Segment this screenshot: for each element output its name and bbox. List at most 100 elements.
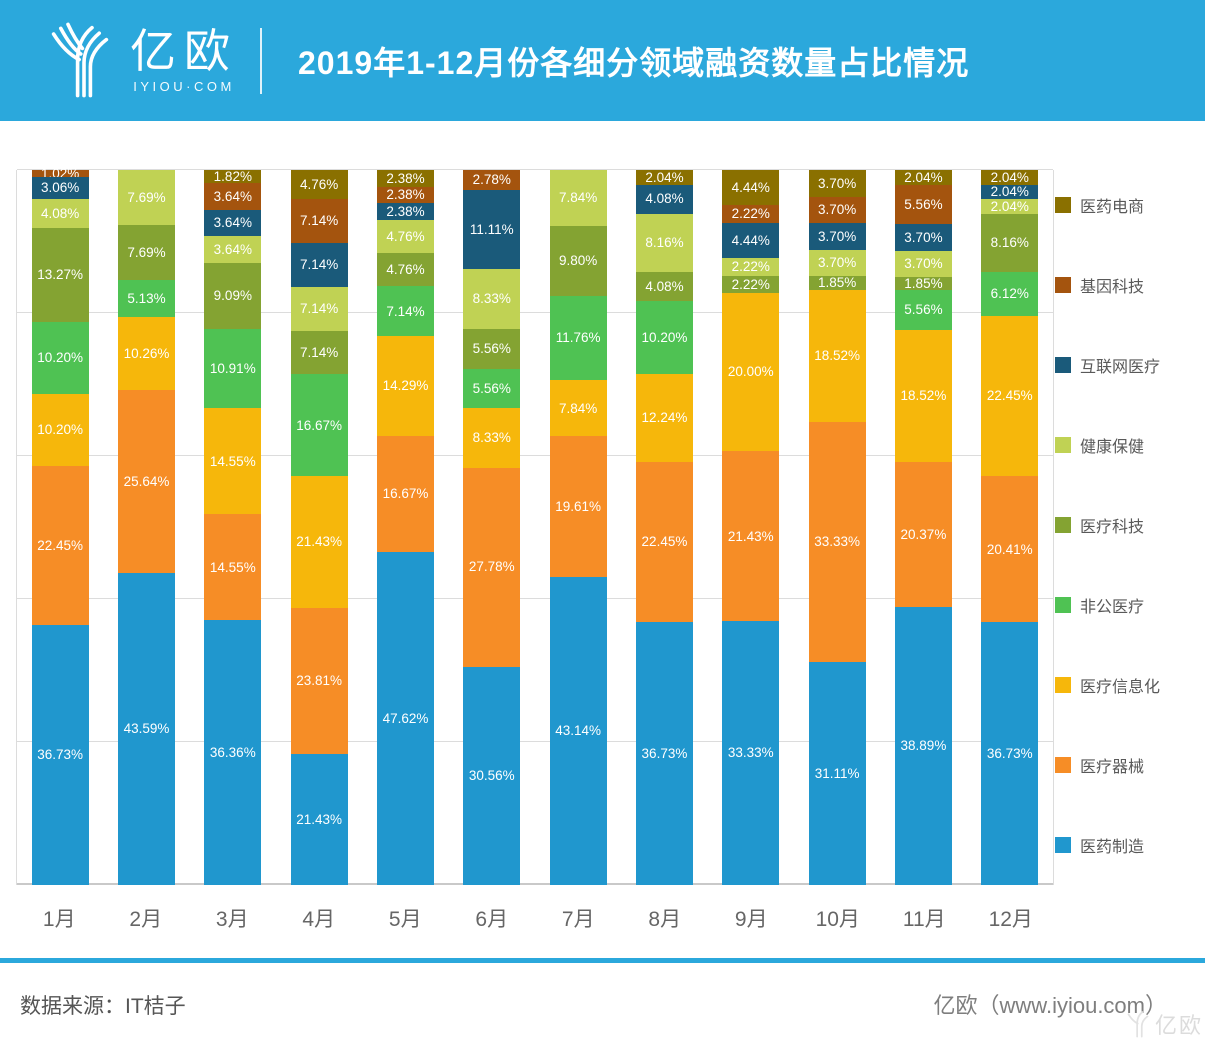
segment-医疗信息化: 22.45% [981, 315, 1039, 477]
x-tick-10月: 10月 [815, 908, 860, 931]
segment-value-label: 33.33% [814, 534, 860, 550]
footer-divider [0, 958, 1205, 963]
segment-value-label: 2.22% [731, 206, 770, 222]
segment-value-label: 5.56% [472, 341, 511, 357]
segment-value-label: 19.61% [555, 498, 602, 514]
chart-area: 36.73% 22.45% 10.20% 10.20% 13.27% 4.08% 3.06%… [0, 121, 1205, 958]
segment-基因科技: 5.56% [894, 184, 952, 225]
legend-swatch-基因科技 [1055, 276, 1071, 293]
segment-医药制造: 31.11% [808, 661, 866, 885]
segment-医疗器械: 19.61% [549, 436, 607, 577]
legend-item-医疗器械: 医疗器械 [1055, 756, 1205, 776]
legend-item-互联网医疗: 互联网医疗 [1055, 356, 1205, 376]
segment-互联网医疗: 3.64% [204, 209, 262, 237]
segment-基因科技: 2.22% [722, 205, 780, 223]
x-tick-2月: 2月 [129, 908, 163, 931]
segment-value-label: 18.52% [814, 348, 860, 364]
segment-value-label: 31.11% [814, 765, 860, 781]
segment-value-label: 21.43% [296, 534, 343, 550]
segment-value-label: 4.76% [386, 262, 425, 277]
bar-month-2: 43.59% 25.64% 10.26% 5.13% 7.69% 7.69% [117, 170, 175, 885]
segment-医疗信息化: 14.55% [204, 408, 262, 515]
segment-value-label: 33.33% [727, 745, 774, 761]
segment-医药电商: 3.70% [808, 170, 866, 197]
segment-互联网医疗: 11.11% [463, 189, 521, 270]
x-axis-baseline [17, 883, 1053, 885]
segment-健康保健: 2.04% [981, 198, 1039, 214]
segment-医药电商: 2.04% [635, 169, 693, 185]
segment-健康保健: 4.76% [376, 219, 434, 254]
segment-value-label: 2.22% [731, 258, 770, 274]
segment-医疗器械: 20.41% [981, 476, 1039, 623]
segment-健康保健: 2.22% [722, 257, 780, 276]
segment-value-label: 10.91% [209, 360, 256, 376]
segment-非公医疗: 5.56% [894, 290, 952, 330]
legend-swatch-医药制造 [1055, 836, 1071, 853]
segment-value-label: 10.20% [641, 330, 688, 346]
segment-非公医疗: 16.67% [290, 374, 348, 477]
segment-医疗科技: 9.80% [549, 226, 607, 297]
segment-value-label: 16.67% [296, 417, 343, 433]
segment-医疗信息化: 7.84% [549, 380, 607, 437]
header-banner: 亿欧 IYIOU·COM 2019年1-12月份各细分领域融资数量占比情况 [0, 0, 1205, 121]
legend-item-医药电商: 医药电商 [1055, 196, 1205, 216]
segment-value-label: 3.70% [817, 255, 857, 271]
segment-医药制造: 36.36% [204, 620, 262, 885]
segment-value-label: 4.44% [731, 232, 770, 248]
segment-医疗信息化: 20.00% [722, 293, 780, 452]
x-tick-3月: 3月 [215, 908, 249, 931]
segment-value-label: 4.44% [731, 179, 770, 195]
segment-value-label: 8.33% [472, 430, 511, 446]
legend-swatch-医药电商 [1055, 196, 1071, 213]
segment-非公医疗: 5.56% [463, 368, 521, 409]
segment-value-label: 10.20% [37, 422, 84, 438]
segment-value-label: 5.56% [904, 196, 943, 212]
segment-value-label: 8.16% [645, 235, 684, 251]
iyiou-logo-subtext: IYIOU·COM [133, 79, 235, 95]
segment-健康保健: 3.64% [204, 236, 262, 263]
x-tick-7月: 7月 [561, 908, 595, 931]
segment-互联网医疗: 3.06% [31, 177, 89, 199]
segment-value-label: 20.37% [900, 527, 947, 543]
segment-医药电商: 1.82% [204, 168, 262, 184]
segment-value-label: 36.73% [641, 745, 688, 761]
segment-value-label: 2.04% [990, 198, 1029, 214]
segment-互联网医疗: 2.04% [981, 184, 1039, 200]
bar-month-5: 47.62% 16.67% 14.29% 7.14% 4.76% 4.76% 2.38% 2.… [376, 170, 434, 885]
segment-医药制造: 33.33% [722, 621, 780, 885]
legend-item-医疗科技: 医疗科技 [1055, 516, 1205, 536]
legend-item-医药制造: 医药制造 [1055, 836, 1205, 856]
segment-value-label: 3.70% [904, 229, 943, 245]
x-tick-5月: 5月 [388, 908, 422, 931]
legend-swatch-互联网医疗 [1055, 356, 1071, 373]
segment-value-label: 8.33% [472, 291, 511, 307]
segment-健康保健: 4.08% [31, 198, 89, 228]
gridline-100 [17, 169, 1053, 170]
segment-医疗科技: 9.09% [204, 262, 262, 329]
segment-value-label: 1.82% [213, 168, 252, 184]
segment-value-label: 2.04% [645, 169, 684, 185]
segment-value-label: 10.20% [37, 350, 84, 366]
segment-value-label: 11.76% [555, 330, 601, 346]
segment-医疗科技: 4.08% [635, 272, 693, 302]
segment-value-label: 36.73% [986, 745, 1033, 761]
footer: 数据来源：IT桔子 亿欧（www.iyiou.com） 亿欧 [0, 963, 1205, 1042]
segment-健康保健: 8.33% [463, 269, 521, 329]
segment-value-label: 9.80% [558, 253, 598, 269]
stacked-bars: 36.73% 22.45% 10.20% 10.20% 13.27% 4.08% 3.06%… [17, 167, 1053, 885]
segment-value-label: 2.04% [904, 169, 943, 185]
plot-area: 36.73% 22.45% 10.20% 10.20% 13.27% 4.08% 3.06%… [16, 167, 1054, 885]
segment-互联网医疗: 4.08% [635, 184, 693, 214]
bar-month-9: 33.33% 21.43% 20.00% 2.22% 2.22% 4.44% 2.22% 4.… [722, 170, 780, 885]
segment-value-label: 11.11% [469, 221, 514, 237]
x-tick-11月: 11月 [902, 908, 946, 931]
segment-value-label: 21.43% [296, 811, 343, 827]
legend-label: 医药电商 [1080, 198, 1145, 216]
segment-value-label: 4.76% [386, 228, 425, 244]
segment-value-label: 7.14% [300, 257, 339, 273]
segment-value-label: 13.27% [37, 267, 84, 283]
x-tick-9月: 9月 [734, 908, 768, 931]
segment-非公医疗: 10.20% [635, 301, 693, 375]
segment-value-label: 4.08% [645, 278, 684, 294]
bar-month-3: 36.36% 14.55% 14.55% 10.91% 9.09% 3.64% 3.64% 3… [204, 168, 262, 885]
